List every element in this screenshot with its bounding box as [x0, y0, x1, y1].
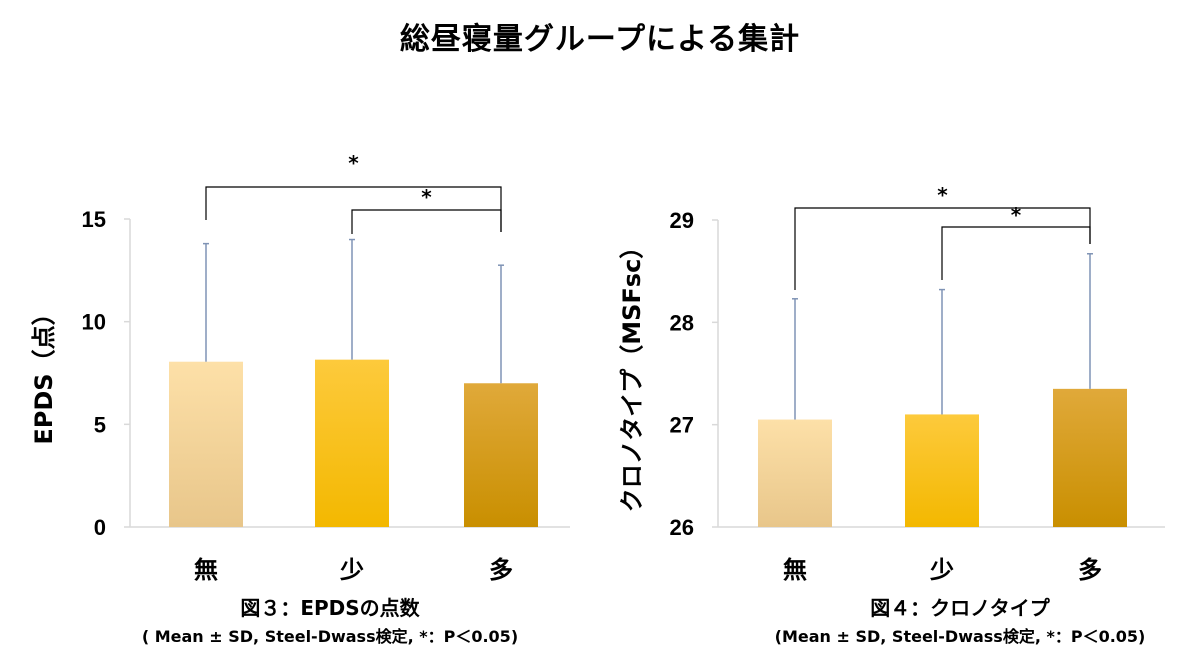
chart-1-bar-3: [464, 383, 538, 527]
chart-2-y-tick-label: 26: [670, 515, 694, 540]
chart-1-category-label-2: 少: [339, 556, 364, 584]
chart-2-category-label-3: 多: [1078, 556, 1102, 584]
chart-1-y-axis-label: EPDS（点）: [30, 301, 58, 444]
chart-1-bar-2: [315, 359, 389, 527]
chart-1-caption: 図３：EPDSの点数 ( Mean ± SD, Steel-Dwass検定, *…: [120, 592, 540, 647]
chart-1-caption-note: ( Mean ± SD, Steel-Dwass検定, *：P＜0.05): [141, 627, 519, 646]
chart-2-significance-star-2: *: [1011, 203, 1022, 227]
chart-1-category-label-1: 無: [194, 556, 218, 584]
chart-1-y-tick-label: 10: [82, 310, 106, 335]
chart-1-caption-title: 図３：EPDSの点数: [240, 596, 420, 620]
chart-1-bar-1: [169, 361, 243, 527]
chart-2-bar-1: [758, 419, 832, 527]
chart-2-significance-star-1: *: [937, 183, 948, 207]
chart-1-y-tick-label: 0: [94, 515, 106, 540]
chart-1-significance-bracket-2: [351, 209, 502, 234]
chart-2-caption-title: 図４：クロノタイプ: [870, 596, 1050, 620]
chart-2-caption-note: (Mean ± SD, Steel-Dwass検定, *：P＜0.05): [774, 627, 1146, 646]
chart-1-significance-star-2: *: [421, 185, 432, 209]
chart-2-caption: 図４：クロノタイプ (Mean ± SD, Steel-Dwass検定, *：P…: [740, 592, 1180, 647]
chart-2-category-label-1: 無: [783, 556, 807, 584]
chart-2-bar-2: [905, 414, 979, 527]
chart-2-y-axis-label: クロノタイプ（MSFsc）: [618, 235, 646, 513]
chart-2-bar-3: [1053, 388, 1127, 527]
chart-1-significance-star-1: *: [348, 151, 359, 175]
chart-2-y-tick-label: 27: [670, 413, 694, 438]
page-title: 総昼寝量グループによる集計: [399, 22, 801, 57]
chart-2-significance-bracket-1: [794, 207, 1091, 290]
chart-1-category-label-3: 多: [489, 556, 513, 584]
chart-1-y-tick-label: 15: [82, 207, 106, 232]
chart-2-significance-bracket-2: [941, 226, 1091, 280]
chart-2-y-tick-label: 29: [670, 208, 694, 233]
chart-2-y-tick-label: 28: [670, 310, 694, 335]
chart-1-y-tick-label: 5: [94, 412, 106, 437]
chart-2-category-label-2: 少: [929, 556, 954, 584]
